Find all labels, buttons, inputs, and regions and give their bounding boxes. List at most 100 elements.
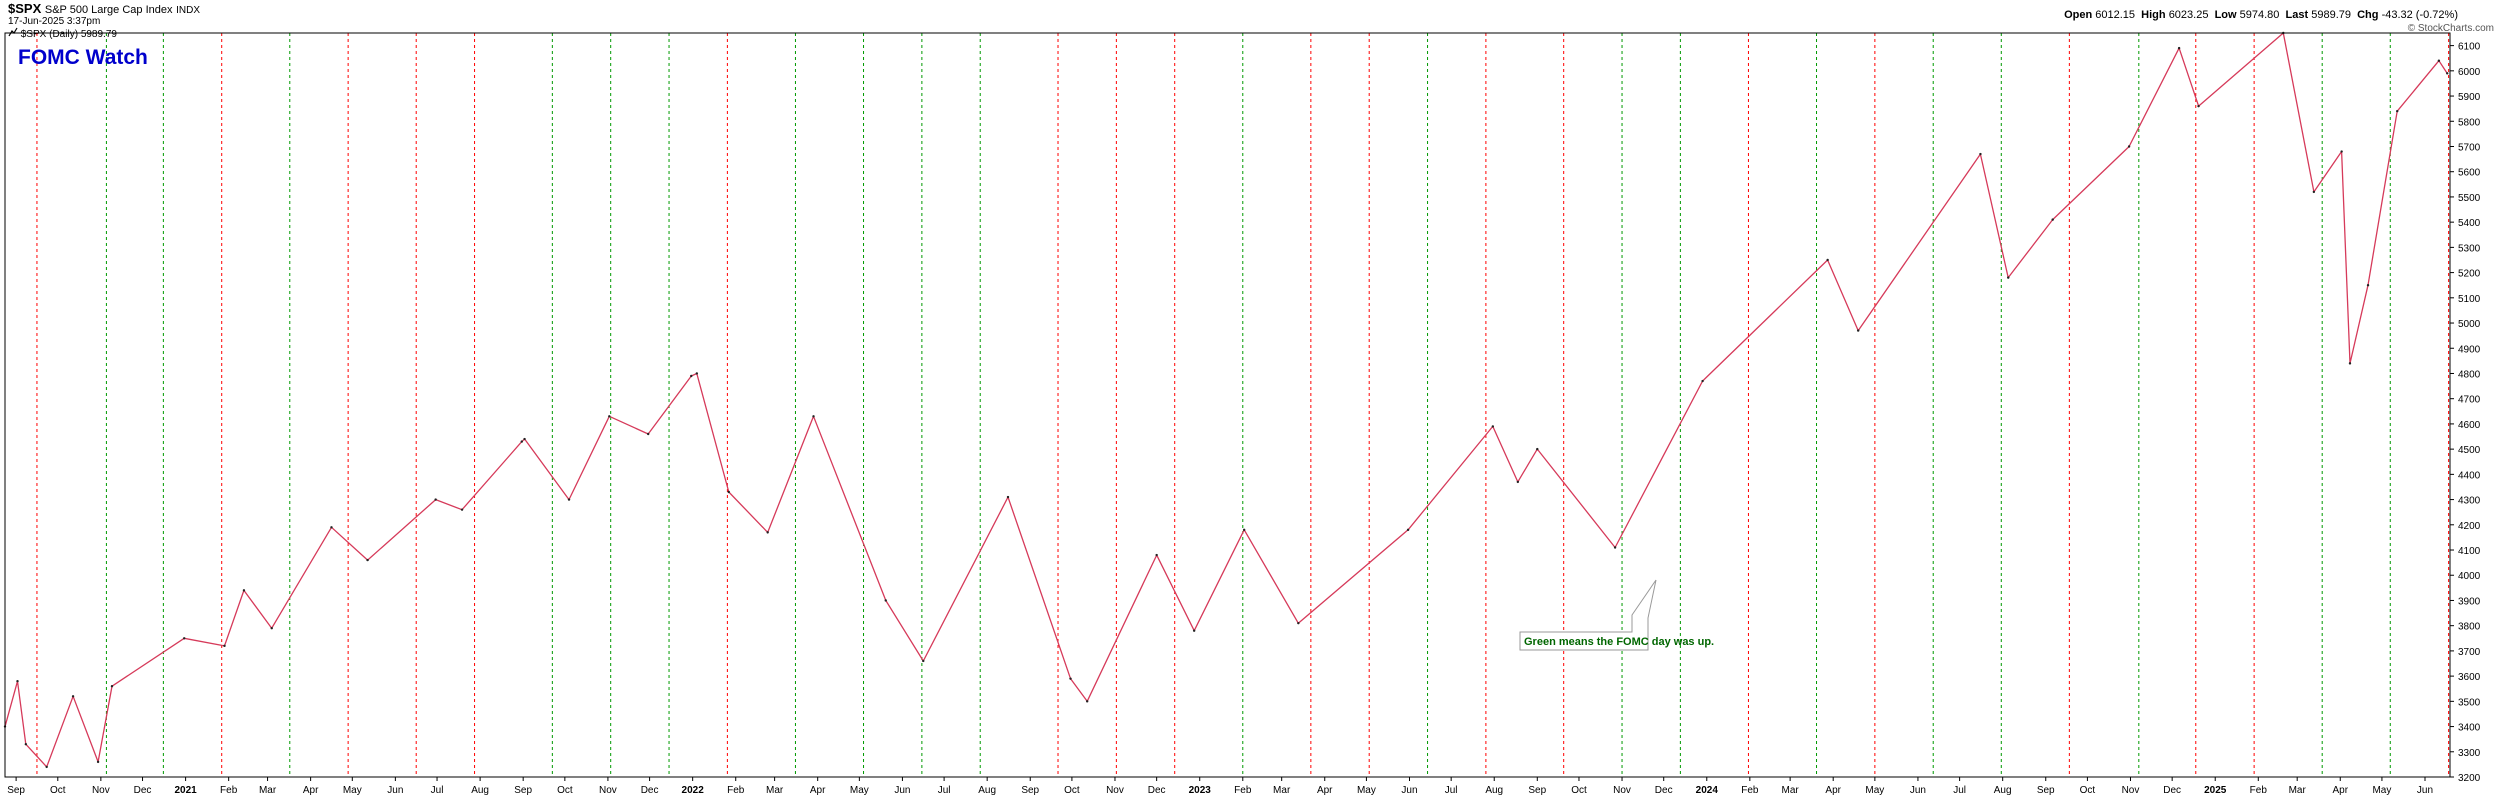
ohlc-summary: Open 6012.15 High 6023.25 Low 5974.80 La… bbox=[2064, 9, 2458, 21]
y-tick-label: 4300 bbox=[2458, 496, 2481, 507]
price-point-2025-04-21 bbox=[2366, 284, 2370, 287]
price-point-2023-12-29 bbox=[1701, 379, 1704, 383]
x-tick-label: Mar bbox=[1782, 785, 1800, 796]
price-point-2022-08-16 bbox=[1006, 495, 1010, 499]
price-point-2024-09-06 bbox=[2051, 218, 2054, 221]
price-point-2025-03-13 bbox=[2312, 190, 2316, 194]
x-tick-label: Oct bbox=[2080, 785, 2096, 796]
open-value: 6012.15 bbox=[2095, 9, 2136, 21]
x-tick-label: Apr bbox=[1317, 785, 1333, 796]
price-point-2025-04-08 bbox=[2348, 362, 2352, 365]
x-tick-label: Nov bbox=[92, 785, 110, 796]
x-tick-label: Mar bbox=[2289, 785, 2307, 796]
x-tick-label: Feb bbox=[727, 785, 745, 796]
price-point-2020-09-23 bbox=[45, 765, 48, 769]
price-point-2022-01-04 bbox=[695, 372, 699, 375]
x-tick-label: Feb bbox=[220, 785, 238, 796]
y-tick-label: 5800 bbox=[2458, 117, 2481, 128]
price-point-2023-05-31 bbox=[1406, 528, 1410, 532]
price-point-2020-10-30 bbox=[96, 760, 100, 764]
legend-value: 5989.79 bbox=[80, 29, 117, 40]
x-tick-label: Jun bbox=[1401, 785, 1417, 796]
y-tick-label: 6100 bbox=[2458, 42, 2481, 53]
price-point-2023-08-18 bbox=[1516, 480, 1520, 484]
price-point-2020-09-08 bbox=[24, 743, 28, 746]
date-time: 17-Jun-2025 3:37pm bbox=[8, 16, 101, 27]
last-value: 5989.79 bbox=[2311, 9, 2351, 21]
price-point-2021-12-31 bbox=[690, 374, 693, 378]
price-point-2022-12-28 bbox=[1192, 629, 1196, 632]
price-point-2024-10-31 bbox=[2127, 145, 2131, 148]
y-tick-label: 3800 bbox=[2458, 622, 2481, 633]
price-series bbox=[3, 31, 2449, 769]
price-point-2024-08-05 bbox=[2007, 276, 2010, 279]
x-tick-label: Dec bbox=[2163, 785, 2181, 796]
x-tick-label: Apr bbox=[2332, 785, 2348, 796]
price-point-2024-12-06 bbox=[2177, 46, 2181, 50]
price-point-2021-11-02 bbox=[608, 415, 611, 418]
price-point-2022-06-16 bbox=[922, 659, 925, 663]
y-tick-label: 4500 bbox=[2458, 445, 2481, 456]
x-tick-label: Aug bbox=[1485, 785, 1503, 796]
x-tick-label: Dec bbox=[641, 785, 659, 796]
price-point-2025-04-02 bbox=[2340, 150, 2343, 153]
x-tick-label: Jul bbox=[1445, 785, 1458, 796]
x-tick-label: Oct bbox=[1064, 785, 1080, 796]
x-tick-label: Oct bbox=[1571, 785, 1587, 796]
plot-frame bbox=[4, 32, 2451, 778]
x-tick-label: Aug bbox=[1994, 785, 2012, 796]
price-point-2021-06-30 bbox=[434, 498, 437, 501]
x-tick-label: Apr bbox=[1825, 785, 1841, 796]
price-point-2021-02-12 bbox=[242, 589, 246, 592]
price-point-2020-10-12 bbox=[71, 695, 75, 698]
x-tick-label: Jul bbox=[938, 785, 951, 796]
y-tick-label: 5000 bbox=[2458, 319, 2481, 330]
y-tick-label: 6000 bbox=[2458, 67, 2481, 78]
price-point-2025-06-11 bbox=[2437, 59, 2441, 62]
price-point-2021-04-16 bbox=[330, 526, 333, 529]
x-tick-label: May bbox=[1357, 785, 1376, 796]
x-tick-label: Feb bbox=[1234, 785, 1252, 796]
y-tick-label: 3200 bbox=[2458, 773, 2481, 784]
x-tick-label: Aug bbox=[471, 785, 489, 796]
callout-box bbox=[1519, 579, 1657, 651]
x-tick-label: 2024 bbox=[1696, 785, 1719, 796]
x-tick-label: Dec bbox=[134, 785, 152, 796]
x-tick-label: Apr bbox=[810, 785, 826, 796]
x-tick-label: May bbox=[850, 785, 869, 796]
x-tick-label: Jun bbox=[2417, 785, 2433, 796]
x-tick-label: 2023 bbox=[1189, 785, 1212, 796]
x-tick-label: Nov bbox=[599, 785, 617, 796]
x-tick-label: Mar bbox=[766, 785, 784, 796]
annotation-callout: Green means the FOMC day was up. bbox=[1519, 579, 1714, 651]
x-tick-label: Jun bbox=[387, 785, 403, 796]
x-tick-label: Sep bbox=[1021, 785, 1039, 796]
price-point-2021-03-04 bbox=[270, 627, 273, 630]
price-point-2022-05-20 bbox=[884, 599, 887, 602]
fomc-lines bbox=[36, 33, 2450, 777]
y-tick-label: 5400 bbox=[2458, 218, 2481, 229]
price-point-2021-01-29 bbox=[223, 644, 226, 648]
x-tick-label: Feb bbox=[2250, 785, 2268, 796]
y-tick-label: 4200 bbox=[2458, 521, 2481, 532]
price-point-2023-09-01 bbox=[1536, 447, 1539, 451]
x-tick-label: Dec bbox=[1148, 785, 1166, 796]
x-tick-label: Apr bbox=[303, 785, 319, 796]
y-axis: 3200 3300 3400 3500 3600 3700 3800 3900 4000 4100… bbox=[2450, 42, 2481, 784]
x-tick-label: 2021 bbox=[174, 785, 197, 796]
y-tick-label: 3500 bbox=[2458, 697, 2481, 708]
price-point-2024-04-19 bbox=[1856, 329, 1860, 332]
x-tick-label: May bbox=[343, 785, 362, 796]
x-tick-label: Nov bbox=[1106, 785, 1124, 796]
low-label: Low bbox=[2214, 9, 2237, 21]
price-point-2020-11-09 bbox=[110, 685, 114, 688]
y-tick-label: 3900 bbox=[2458, 596, 2481, 607]
x-tick-label: Jun bbox=[1910, 785, 1926, 796]
price-line bbox=[4, 32, 2448, 768]
y-tick-label: 5500 bbox=[2458, 193, 2481, 204]
y-tick-label: 5100 bbox=[2458, 294, 2481, 305]
x-tick-label: Feb bbox=[1741, 785, 1759, 796]
low-value: 5974.80 bbox=[2239, 9, 2280, 21]
y-tick-label: 4100 bbox=[2458, 546, 2481, 557]
